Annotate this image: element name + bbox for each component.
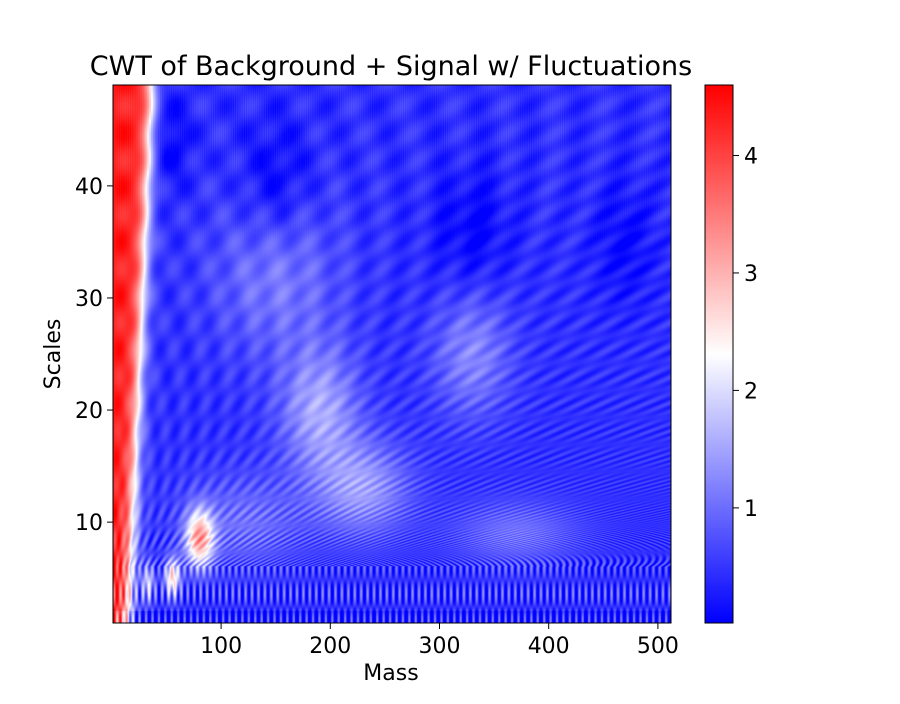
y-tick-label: 10 (75, 511, 103, 536)
colorbar-tick-label: 2 (744, 379, 758, 404)
x-tick-label: 400 (528, 634, 570, 659)
x-axis: 100 200 300 400 500 (200, 623, 679, 659)
y-axis: 10 20 30 40 (75, 175, 113, 536)
colorbar-gradient (705, 85, 733, 623)
x-tick-label: 500 (637, 634, 679, 659)
plot-area (112, 84, 672, 624)
colorbar-tick-label: 1 (744, 497, 758, 522)
y-axis-label: Scales (41, 319, 66, 390)
colorbar-ticks: 1 2 3 4 (733, 144, 758, 522)
y-tick-label: 40 (75, 175, 103, 200)
x-tick-label: 100 (200, 634, 242, 659)
plot-frame (112, 84, 672, 624)
heatmap-image (113, 85, 671, 623)
colorbar-tick-label: 4 (744, 144, 758, 169)
x-tick-label: 200 (309, 634, 351, 659)
colorbar: 1 2 3 4 (704, 84, 758, 624)
x-tick-label: 300 (419, 634, 461, 659)
y-tick-label: 30 (75, 287, 103, 312)
chart-title: CWT of Background + Signal w/ Fluctuatio… (90, 51, 692, 82)
x-axis-label: Mass (363, 661, 418, 686)
y-tick-label: 20 (75, 399, 103, 424)
colorbar-tick-label: 3 (744, 262, 758, 287)
colorbar-frame (704, 84, 734, 624)
